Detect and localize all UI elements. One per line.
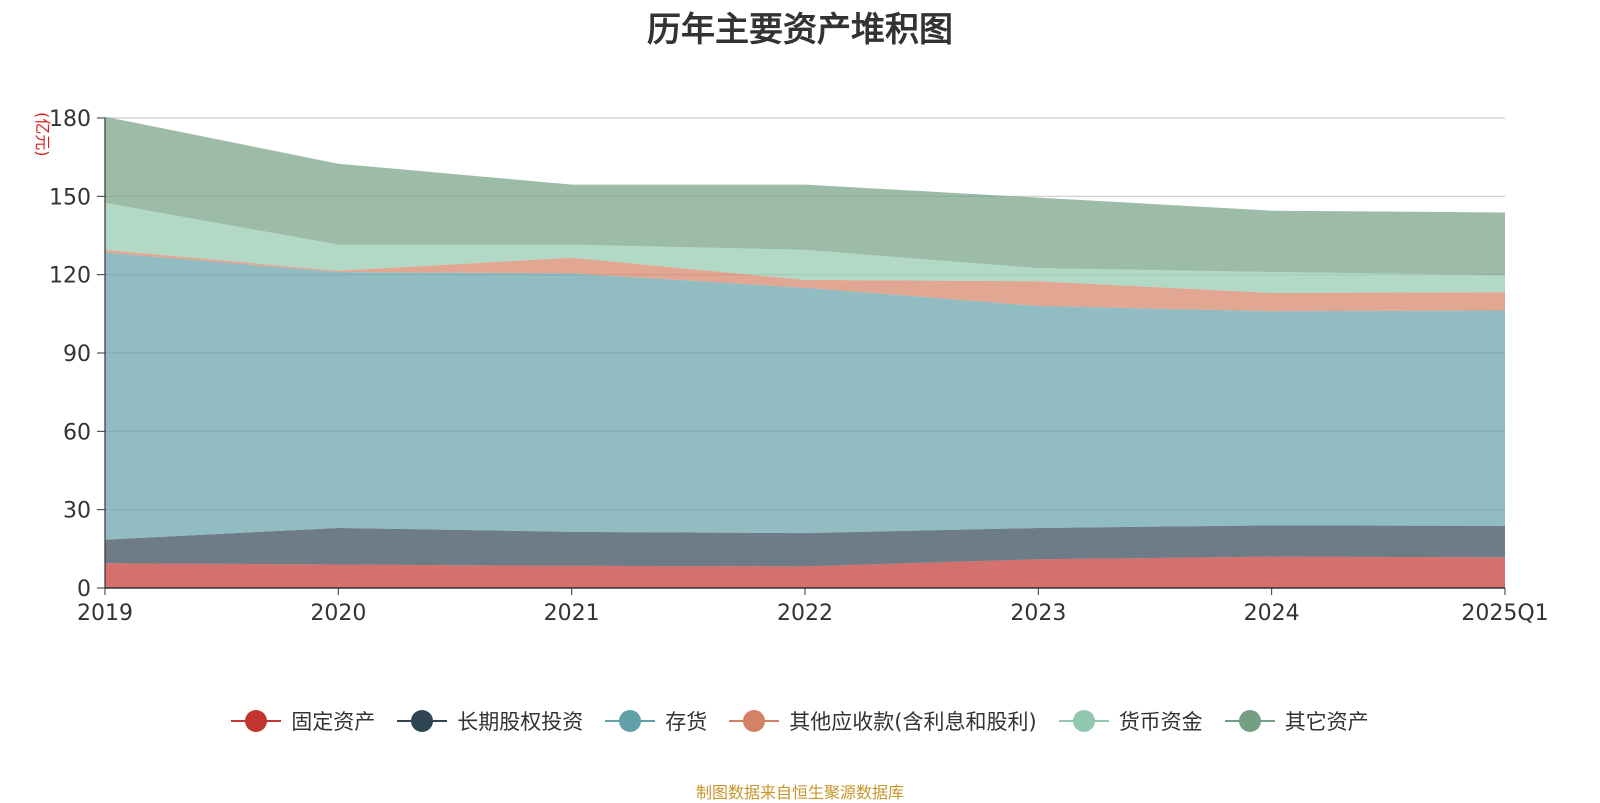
area-series-5 [105, 116, 1505, 276]
legend-swatch [397, 710, 448, 732]
x-tick-label: 2021 [544, 601, 600, 626]
legend-swatch [231, 710, 282, 732]
y-tick-label: 30 [63, 499, 91, 524]
legend-label: 长期股权投资 [457, 710, 584, 734]
axes: 0 30 60 90 120 150 180 2019 2020 2021 2022 2023 2024… [49, 107, 1549, 626]
x-tick-label: 2025Q1 [1461, 601, 1548, 626]
area-series [105, 116, 1505, 588]
area-series-3 [105, 249, 1505, 312]
legend-item-2[interactable]: 存货 [605, 706, 707, 736]
legend-swatch [729, 710, 780, 732]
legend-swatch [1058, 710, 1109, 732]
x-tick-label: 2019 [77, 601, 133, 626]
legend-item-0[interactable]: 固定资产 [231, 706, 375, 736]
x-tick-label: 2022 [777, 601, 833, 626]
y-tick-label: 0 [77, 577, 91, 602]
x-tick-label: 2020 [310, 601, 366, 626]
legend-swatch [605, 710, 656, 732]
legend-label: 存货 [665, 710, 708, 734]
y-tick-label: 180 [49, 107, 91, 132]
area-series-4 [105, 202, 1505, 293]
legend-swatch [1224, 710, 1275, 732]
stacked-area-chart: 0 30 60 90 120 150 180 2019 2020 2021 2022 2023 2024… [49, 107, 1549, 626]
legend-item-4[interactable]: 货币资金 [1058, 706, 1203, 736]
legend-label: 其他应收款(含利息和股利) [789, 710, 1037, 734]
area-series-0 [105, 556, 1505, 588]
y-tick-label: 90 [63, 342, 91, 367]
legend: 固定资产 长期股权投资 存货 其他应收款(含利息和股利) 货币资金 其它资产 [0, 706, 1600, 736]
y-tick-label: 150 [49, 185, 91, 210]
x-tick-label: 2023 [1010, 601, 1066, 626]
legend-label: 货币资金 [1118, 710, 1203, 734]
chart-title: 历年主要资产堆积图 [647, 10, 953, 50]
legend-label: 固定资产 [291, 710, 376, 734]
legend-item-1[interactable]: 长期股权投资 [397, 706, 583, 736]
legend-item-3[interactable]: 其他应收款(含利息和股利) [729, 706, 1037, 736]
data-source-note: 制图数据来自恒生聚源数据库 [695, 783, 904, 802]
area-series-2 [105, 252, 1505, 540]
x-tick-label: 2024 [1244, 601, 1300, 626]
y-tick-label: 60 [63, 420, 91, 445]
legend-item-5[interactable]: 其它资产 [1224, 706, 1369, 736]
y-tick-label: 120 [49, 264, 91, 289]
legend-label: 其它资产 [1284, 710, 1369, 734]
area-series-1 [105, 525, 1505, 567]
